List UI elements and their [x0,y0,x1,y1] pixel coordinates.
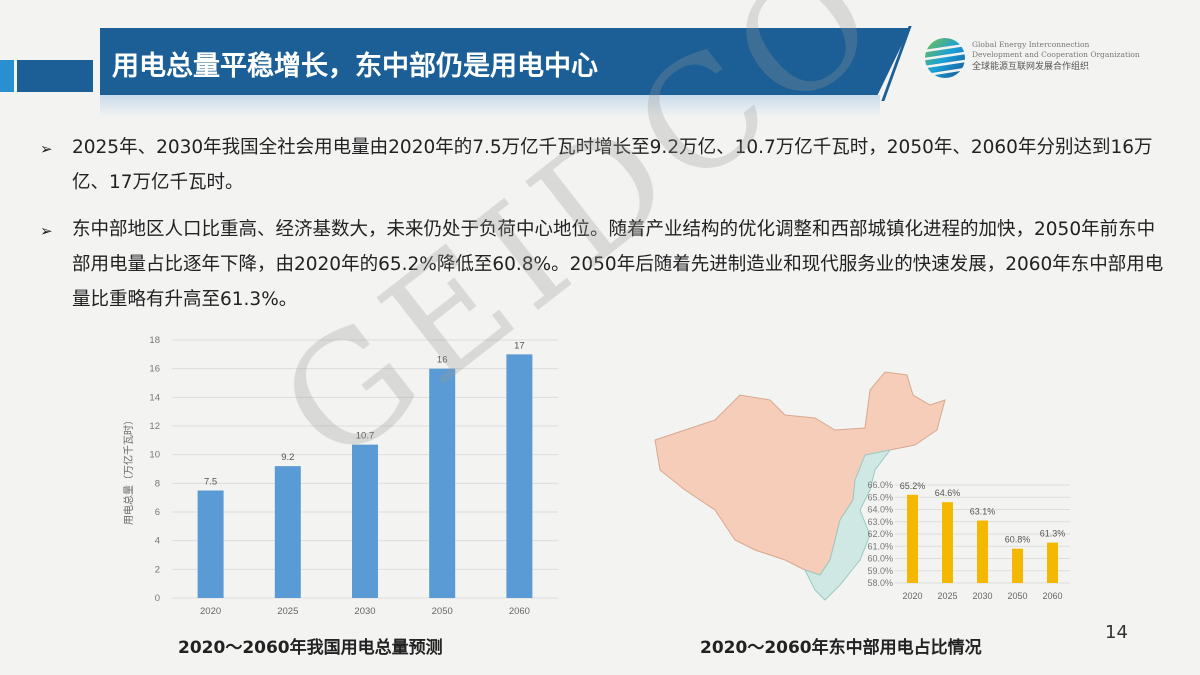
logo-en-line1: Global Energy Interconnection [972,40,1090,49]
map-east-central-region [804,449,892,601]
data-label: 60.8% [1005,535,1031,545]
data-label: 7.5 [204,477,217,488]
x-tick-label: 2020 [200,606,221,617]
bar [907,494,918,583]
logo-en-line2: Development and Cooperation Organization [972,50,1140,59]
geidco-logo-icon [924,38,966,78]
y-axis-label: 用电总量（万亿千瓦时） [122,415,135,525]
bar [197,490,224,598]
y-tick-label: 63.0% [867,517,893,527]
y-tick-label: 62.0% [867,529,893,539]
bar [942,502,953,583]
x-tick-label: 2030 [972,591,992,601]
y-tick-label: 16 [149,364,160,375]
y-tick-label: 64.0% [867,505,893,515]
page-number: 14 [1105,622,1128,643]
data-label: 10.7 [356,431,375,442]
x-tick-label: 2050 [432,606,453,617]
data-label: 16 [437,355,448,366]
bar [1012,548,1023,583]
east-central-share-chart: 58.0% 59.0% 60.0% 61.0% 62.0% 63.0% 64.0% 65.0%… [867,480,1070,601]
bar [977,520,988,583]
data-label: 9.2 [281,452,294,463]
page-title: 用电总量平稳增长，东中部仍是用电中心 [112,51,598,82]
y-tick-label: 2 [155,564,160,575]
data-label: 63.1% [970,507,996,517]
data-label: 64.6% [935,488,961,498]
bar [1047,542,1058,583]
chart1-caption: 2020～2060年我国用电总量预测 [178,638,443,658]
x-tick-label: 2025 [277,606,298,617]
x-tick-label: 2030 [354,606,375,617]
bullet-text: 东中部地区人口比重高、经济基数大，未来仍处于负荷中心地位。随着产业结构的优化调整… [72,219,1164,310]
bullet-2: ➢ 东中部地区人口比重高、经济基数大，未来仍处于负荷中心地位。随着产业结构的优化… [40,212,1170,317]
y-tick-label: 61.0% [867,541,893,551]
data-label: 61.3% [1040,529,1066,539]
bar [429,368,456,598]
logo-cn: 全球能源互联网发展合作组织 [972,62,1090,72]
arrow-bullet-icon: ➢ [40,140,53,158]
arrow-bullet-icon: ➢ [40,222,53,240]
logo-text: Global Energy Interconnection Developmen… [972,40,1140,72]
china-map [654,371,946,601]
bullet-1: ➢ 2025年、2030年我国全社会用电量由2020年的7.5万亿千瓦时增长至9… [40,130,1170,200]
chart2-caption: 2020～2060年东中部用电占比情况 [700,638,982,658]
y-tick-label: 10 [149,450,160,461]
x-tick-label: 2025 [937,591,957,601]
y-tick-label: 6 [155,507,160,518]
y-tick-label: 60.0% [867,554,893,564]
bar [352,444,378,598]
bar [274,466,301,598]
y-tick-label: 14 [149,392,160,403]
x-tick-label: 2050 [1007,591,1027,601]
x-tick-label: 2020 [902,591,922,601]
bar [506,354,533,598]
x-tick-label: 2060 [509,606,530,617]
title-shadow [100,95,880,117]
y-tick-label: 12 [149,421,160,432]
x-tick-label: 2060 [1042,591,1062,601]
y-tick-label: 59.0% [867,566,893,576]
y-tick-label: 4 [155,536,160,547]
data-label: 65.2% [900,481,926,491]
decor-square-light [0,60,14,92]
decor-square-dark [17,60,93,92]
y-tick-label: 65.0% [867,492,893,502]
y-tick-label: 0 [155,593,160,604]
data-label: 17 [514,340,525,351]
map-west-region [654,371,946,576]
y-tick-label: 58.0% [867,578,893,588]
y-tick-label: 18 [149,335,160,346]
electricity-total-chart: 用电总量（万亿千瓦时） 0 2 4 6 8 10 12 14 16 18 7.5 2020 9.2 202… [122,335,558,617]
bullet-text: 2025年、2030年我国全社会用电量由2020年的7.5万亿千瓦时增长至9.2… [72,137,1153,193]
y-tick-label: 66.0% [867,480,893,490]
title-banner [100,28,910,95]
y-tick-label: 8 [155,478,160,489]
